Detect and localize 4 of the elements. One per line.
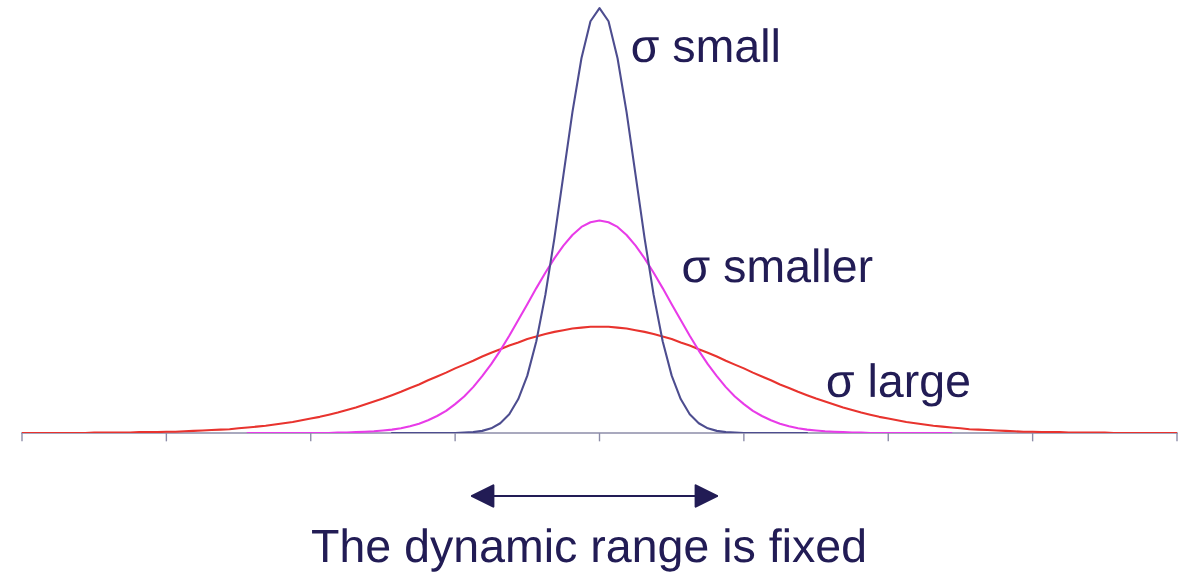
series-label: σ large <box>827 363 969 407</box>
text: The dynamic range is fixed <box>312 528 865 572</box>
series-label: σ smaller <box>683 248 873 283</box>
series-label: σ small <box>632 28 778 63</box>
